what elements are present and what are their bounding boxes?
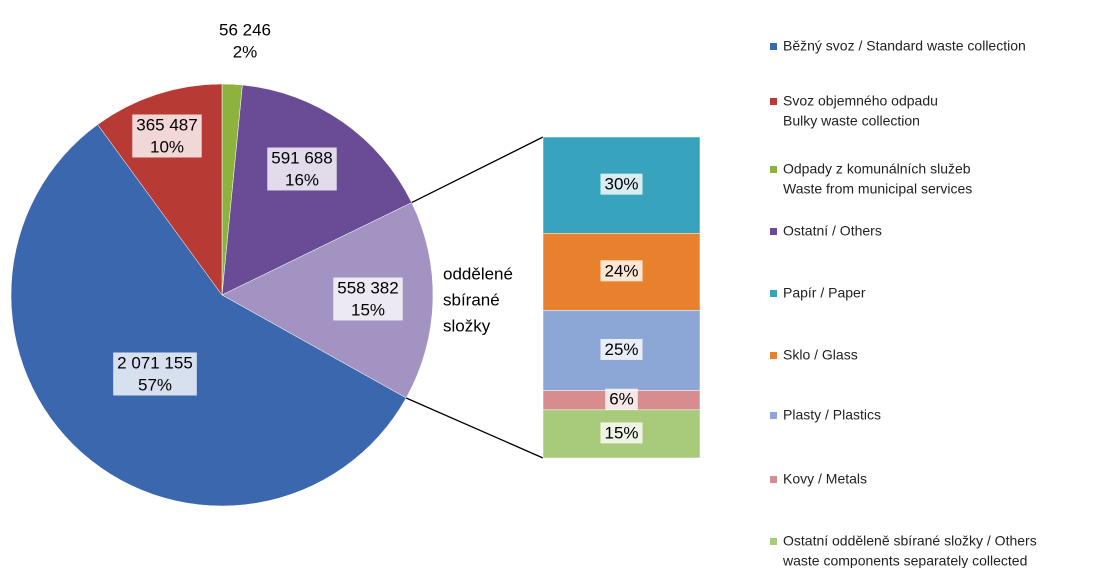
label-text: 25% [604, 340, 638, 359]
label-box [132, 114, 202, 158]
data-label: 30% [600, 173, 643, 195]
label-box [113, 352, 197, 396]
label-box [605, 388, 638, 410]
legend-label: Kovy / Metals [783, 471, 867, 487]
label-box [600, 260, 643, 282]
label-text: 2 071 155 [117, 353, 193, 372]
data-label: 558 382 15% [333, 277, 403, 321]
data-label: 6% [605, 388, 638, 410]
label-text: 56 246 [219, 20, 271, 39]
legend-marker [770, 290, 777, 297]
pie-slice [221, 202, 434, 399]
label-text: 24% [604, 261, 638, 280]
label-text: 558 382 [337, 278, 398, 297]
label-box [333, 277, 403, 321]
legend-label: Bulky waste collection [783, 113, 920, 129]
label-text: 15% [351, 300, 385, 319]
group-label: oddělené [443, 264, 513, 283]
legend-label: Waste from municipal services [783, 181, 972, 197]
data-label: 591 688 16% [267, 147, 337, 191]
legend-label: Plasty / Plastics [783, 407, 881, 423]
legend-label: waste components separately collected [782, 553, 1027, 568]
label-text: 16% [285, 170, 319, 189]
legend-label: Běžný svoz / Standard waste collection [783, 38, 1026, 54]
legend-label: Odpady z komunálních služeb [783, 161, 971, 177]
legend-marker [770, 43, 777, 50]
label-box [267, 147, 337, 191]
label-text: 57% [138, 375, 172, 394]
label-box [600, 173, 643, 195]
data-label: 15% [600, 422, 643, 444]
legend-marker [770, 476, 777, 483]
label-box [600, 422, 643, 444]
label-text: 10% [150, 137, 184, 156]
group-label: sbírané [443, 290, 500, 309]
legend-label: Papír / Paper [783, 285, 866, 301]
label-text: 6% [609, 390, 634, 409]
legend-label: Svoz objemného odpadu [783, 93, 938, 109]
group-label: složky [443, 316, 491, 335]
legend-label: Sklo / Glass [783, 347, 858, 363]
data-label: 365 487 10% [132, 114, 202, 158]
legend-marker [770, 412, 777, 419]
connector [405, 397, 544, 459]
label-text: 365 487 [136, 115, 197, 134]
legend-marker [770, 228, 777, 235]
data-label: 25% [600, 338, 643, 360]
legend-marker [770, 538, 777, 545]
label-text: 2% [233, 42, 258, 61]
data-label: 56 246 2% [219, 20, 271, 61]
legend-marker [770, 352, 777, 359]
label-box [600, 338, 643, 360]
connector [411, 136, 544, 204]
label-text: 30% [604, 175, 638, 194]
pie-slice [10, 124, 407, 507]
label-text: 591 688 [271, 148, 332, 167]
legend-label: Ostatní odděleně sbírané složky / Others [783, 533, 1037, 549]
data-label: 2 071 155 57% [113, 352, 197, 396]
legend-marker [770, 98, 777, 105]
data-label: 24% [600, 260, 643, 282]
legend-label: Ostatní / Others [783, 223, 882, 239]
legend-marker [770, 166, 777, 173]
label-text: 15% [604, 423, 638, 442]
